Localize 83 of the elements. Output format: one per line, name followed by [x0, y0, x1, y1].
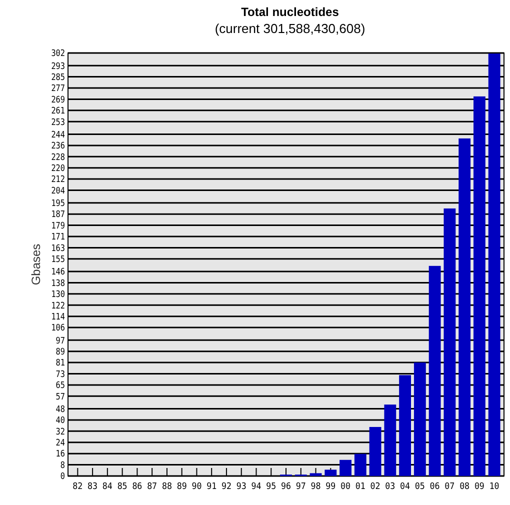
x-tick-label: 82 [72, 482, 84, 492]
y-tick-label: 114 [51, 312, 68, 322]
y-tick-label: 97 [56, 336, 67, 346]
y-tick-label: 269 [51, 95, 68, 106]
x-tick-label: 90 [192, 482, 203, 492]
y-tick-label: 0 [60, 472, 66, 482]
y-tick-label: 195 [51, 199, 68, 210]
x-tick-label: 88 [162, 482, 173, 492]
bar [428, 266, 441, 476]
y-tick-label: 130 [51, 290, 68, 300]
y-tick-label: 106 [51, 324, 68, 334]
chart-subtitle: (current 301,588,430,608) [214, 21, 366, 36]
y-tick-label: 261 [51, 106, 68, 117]
y-tick-label: 81 [56, 358, 67, 369]
x-tick-label: 05 [414, 482, 426, 492]
bar [384, 404, 396, 476]
y-tick-label: 285 [51, 72, 68, 83]
y-axis-title: Gbases [29, 244, 43, 286]
y-tick-label: 187 [51, 210, 68, 220]
bar [369, 426, 382, 476]
x-tick-label: 99 [326, 482, 336, 492]
bar [444, 208, 456, 476]
x-tick-label: 96 [281, 482, 292, 492]
y-tick-label: 65 [56, 381, 67, 392]
bar [340, 460, 352, 476]
x-tick-label: 04 [400, 482, 411, 492]
bar [354, 454, 366, 476]
x-tick-label: 09 [474, 482, 486, 492]
y-tick-label: 163 [51, 244, 68, 254]
y-tick-label: 57 [56, 392, 67, 402]
x-tick-label: 89 [176, 482, 188, 492]
x-tick-label: 10 [489, 482, 500, 492]
y-tick-label: 16 [56, 450, 67, 460]
x-tick-label: 98 [310, 482, 322, 492]
y-tick-label: 8 [60, 460, 66, 471]
bar [414, 362, 426, 476]
x-tick-label: 95 [266, 482, 277, 492]
x-tick-label: 97 [296, 482, 307, 492]
y-tick-label: 253 [51, 118, 68, 128]
bar [458, 138, 471, 476]
x-tick-label: 85 [117, 482, 128, 492]
x-tick-label: 91 [206, 482, 218, 492]
y-tick-label: 277 [51, 84, 68, 94]
x-tick-label: 02 [370, 482, 382, 492]
y-tick-label: 212 [51, 175, 68, 186]
y-tick-label: 171 [51, 232, 68, 243]
y-tick-label: 228 [51, 152, 68, 163]
y-tick-label: 179 [51, 221, 68, 232]
x-tick-label: 84 [102, 482, 114, 492]
y-tick-label: 73 [56, 370, 67, 380]
y-tick-label: 89 [56, 347, 67, 358]
x-tick-label: 87 [147, 482, 158, 492]
bar [488, 54, 500, 476]
y-tick-label: 122 [51, 301, 68, 312]
x-tick-label: 08 [460, 482, 470, 492]
y-tick-label: 244 [51, 130, 68, 140]
y-tick-label: 236 [51, 142, 68, 152]
x-tick-label: 93 [236, 482, 248, 492]
y-tick-label: 146 [51, 268, 68, 278]
x-tick-label: 03 [385, 482, 396, 492]
y-tick-label: 32 [56, 427, 67, 438]
x-tick-label: 07 [444, 482, 456, 492]
y-tick-label: 138 [51, 278, 68, 289]
bar [324, 470, 337, 476]
y-tick-label: 155 [51, 255, 68, 266]
x-tick-label: 83 [88, 482, 98, 492]
chart-title: Total nucleotides [241, 5, 340, 19]
x-tick-label: 92 [221, 482, 232, 492]
y-tick-label: 220 [51, 164, 68, 174]
y-tick-label: 24 [56, 438, 67, 449]
bar [310, 473, 322, 476]
x-tick-label: 00 [340, 482, 352, 492]
bar [399, 375, 411, 476]
y-tick-label: 293 [51, 62, 68, 72]
x-tick-label: 86 [132, 482, 144, 492]
x-tick-label: 01 [355, 482, 366, 492]
y-tick-label: 302 [51, 49, 68, 60]
x-tick-label: 06 [430, 482, 441, 492]
y-tick-label: 48 [56, 404, 67, 415]
bar [473, 96, 486, 476]
x-tick-label: 94 [251, 482, 262, 492]
y-tick-label: 40 [56, 416, 67, 426]
y-tick-label: 204 [51, 186, 68, 196]
